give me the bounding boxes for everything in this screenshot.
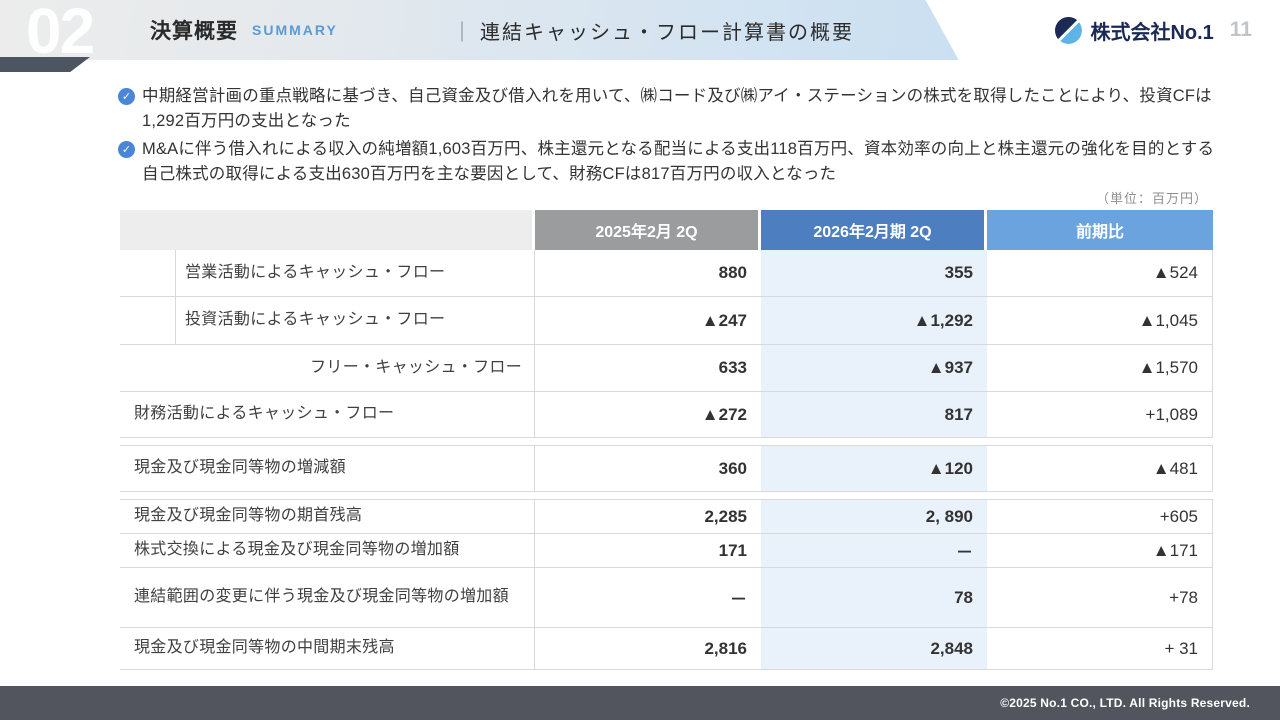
unit-note: （単位：百万円） [1095, 191, 1208, 206]
cell-value-prev-comparison: ▲1,570 [987, 345, 1213, 391]
check-icon: ✓ [118, 88, 135, 105]
section-title: 決算概要 [150, 20, 238, 43]
cell-value-2026: － [761, 534, 987, 567]
table-row: 現金及び現金同等物の増減額 360 ▲120 ▲481 [120, 446, 1213, 492]
cell-value-2025: － [730, 590, 747, 609]
cell-value-2025: 880 [718, 263, 747, 282]
page-number: 11 [1229, 18, 1252, 41]
cell-value-2025: 2,285 [704, 506, 747, 526]
cell-row-label: 現金及び現金同等物の期首残高 [120, 500, 535, 533]
header-gradient [0, 0, 959, 60]
table-row: 連結範囲の変更に伴う現金及び現金同等物の増加額 － 78 +78 [120, 568, 1213, 628]
cell-value-2025: 633 [718, 358, 747, 377]
table-row: 財務活動によるキャッシュ・フロー ▲272 817 +1,089 [120, 392, 1213, 438]
row-label-text: 投資活動によるキャッシュ・フロー [185, 311, 446, 329]
table-header-2026: 2026年2月期 2Q [761, 210, 987, 250]
cashflow-table: 2025年2月 2Q 2026年2月期 2Q 前期比 営業活動によるキャッシュ・… [120, 210, 1213, 670]
row-label-text: 現金及び現金同等物の増減額 [134, 459, 346, 477]
header-ribbon-accent [0, 57, 90, 72]
row-label-text: 株式交換による現金及び現金同等物の増加額 [134, 541, 460, 559]
row-label-text: 現金及び現金同等物の中間期末残高 [134, 639, 395, 657]
table-row-spacer [120, 492, 1213, 500]
table-header-prev-comparison: 前期比 [987, 210, 1213, 250]
cell-value-prev-comparison: ▲171 [987, 534, 1213, 567]
cell-value-2026: 355 [761, 250, 987, 296]
company-logo-icon [1055, 16, 1083, 44]
cell-value-prev-comparison: +78 [987, 568, 1213, 627]
row-indent [120, 250, 176, 296]
table-row: 現金及び現金同等物の中間期末残高 2,816 2,848 + 31 [120, 628, 1213, 670]
row-label-text: 営業活動によるキャッシュ・フロー [185, 263, 446, 281]
page-title: 連結キャッシュ・フロー計算書の概要 [480, 21, 854, 44]
cell-value-prev-comparison: + 31 [987, 628, 1213, 669]
cell-row-label: 連結範囲の変更に伴う現金及び現金同等物の増加額 [120, 568, 535, 627]
cell-value-2025: 360 [718, 458, 747, 478]
section-subtitle: SUMMARY [252, 22, 338, 38]
cell-value-2026: 2,848 [761, 628, 987, 669]
bullet-item: ✓ 中期経営計画の重点戦略に基づき、自己資金及び借入れを用いて、㈱コード及び㈱ア… [118, 84, 1230, 134]
row-label-text: フリー・キャッシュ・フロー [310, 358, 522, 376]
cell-value-prev-comparison: ▲524 [987, 250, 1213, 296]
table-row: 現金及び現金同等物の期首残高 2,285 2, 890 +605 [120, 500, 1213, 534]
cell-value-2026: 78 [761, 568, 987, 627]
footer: ©2025 No.1 CO., LTD. All Rights Reserved… [0, 686, 1280, 720]
table-row: フリー・キャッシュ・フロー 633 ▲937 ▲1,570 [120, 345, 1213, 392]
company-name: 株式会社No.1 [1090, 21, 1214, 44]
bullet-text: M&Aに伴う借入れによる収入の純増額1,603百万円、株主還元となる配当による支… [142, 140, 1215, 183]
table-row: 株式交換による現金及び現金同等物の増加額 171 － ▲171 [120, 534, 1213, 568]
cell-value-2025: ▲247 [701, 310, 747, 330]
copyright-text: ©2025 No.1 CO., LTD. All Rights Reserved… [1000, 696, 1250, 710]
cell-value-2025: ▲272 [701, 404, 747, 424]
cell-value-2025: 2,816 [704, 638, 747, 658]
table-header-label [120, 210, 535, 250]
cell-row-label: 株式交換による現金及び現金同等物の増加額 [120, 534, 535, 567]
company-logo: 株式会社No.1 [1055, 16, 1214, 45]
table-header-2025: 2025年2月 2Q [535, 210, 761, 250]
cell-row-label: 営業活動によるキャッシュ・フロー [120, 250, 535, 296]
cell-value-2026: ▲1,292 [761, 297, 987, 344]
cell-row-label: フリー・キャッシュ・フロー [120, 345, 535, 391]
table-row-spacer [120, 438, 1213, 446]
cell-value-2025: 171 [718, 540, 747, 560]
row-indent [120, 297, 176, 344]
cell-value-2026: ▲937 [761, 345, 987, 391]
title-separator: ｜ [452, 21, 472, 44]
bullet-text: 中期経営計画の重点戦略に基づき、自己資金及び借入れを用いて、㈱コード及び㈱アイ・… [142, 87, 1212, 130]
cell-row-label: 財務活動によるキャッシュ・フロー [120, 392, 535, 437]
row-label-text: 現金及び現金同等物の期首残高 [134, 507, 363, 525]
cell-value-prev-comparison: ▲1,045 [987, 297, 1213, 344]
section-number: 02 [26, 0, 95, 67]
cell-value-prev-comparison: ▲481 [987, 446, 1213, 491]
summary-bullets: ✓ 中期経営計画の重点戦略に基づき、自己資金及び借入れを用いて、㈱コード及び㈱ア… [118, 84, 1230, 187]
table-body: 営業活動によるキャッシュ・フロー 880 355 ▲524 投資活動によるキャッシュ・フ… [120, 250, 1213, 670]
header: 02 決算概要 SUMMARY ｜ 連結キャッシュ・フロー計算書の概要 株式会社… [0, 0, 1280, 67]
check-icon: ✓ [118, 141, 135, 158]
row-label-text: 連結範囲の変更に伴う現金及び現金同等物の増加額 [134, 588, 509, 606]
bullet-item: ✓ M&Aに伴う借入れによる収入の純増額1,603百万円、株主還元となる配当によ… [118, 137, 1230, 187]
table-row: 投資活動によるキャッシュ・フロー ▲247 ▲1,292 ▲1,045 [120, 297, 1213, 345]
table-header-row: 2025年2月 2Q 2026年2月期 2Q 前期比 [120, 210, 1213, 250]
cell-value-2026: ▲120 [761, 446, 987, 491]
cell-value-2026: 817 [761, 392, 987, 437]
cell-value-prev-comparison: +605 [987, 500, 1213, 533]
cell-row-label: 現金及び現金同等物の中間期末残高 [120, 628, 535, 669]
table-row: 営業活動によるキャッシュ・フロー 880 355 ▲524 [120, 250, 1213, 297]
cell-value-prev-comparison: +1,089 [987, 392, 1213, 437]
cell-row-label: 投資活動によるキャッシュ・フロー [120, 297, 535, 344]
cell-value-2026: 2, 890 [761, 500, 987, 533]
cell-row-label: 現金及び現金同等物の増減額 [120, 446, 535, 491]
row-label-text: 財務活動によるキャッシュ・フロー [134, 405, 395, 423]
